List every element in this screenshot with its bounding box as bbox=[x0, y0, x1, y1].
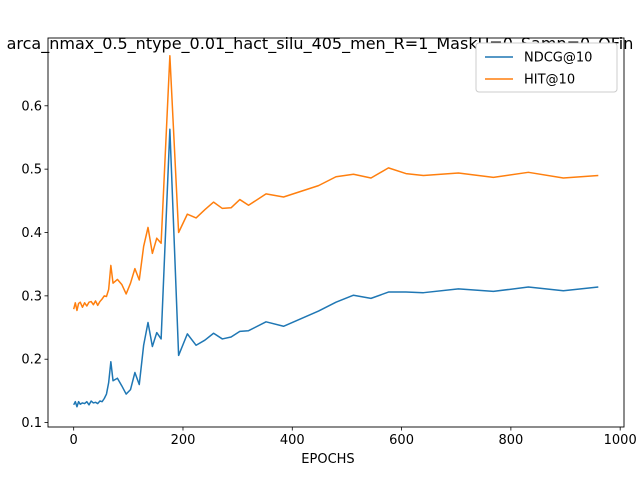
y-axis-ticks: 0.1 0.2 0.3 0.4 0.5 0.6 bbox=[21, 99, 48, 431]
legend-label: NDCG@10 bbox=[524, 51, 592, 66]
x-tick-label: 1000 bbox=[604, 433, 637, 448]
legend-label: HIT@10 bbox=[524, 73, 575, 88]
x-axis-ticks: 0 200 400 600 800 1000 bbox=[70, 427, 637, 448]
legend: NDCG@10 HIT@10 bbox=[475, 42, 618, 93]
series-line-hit-10 bbox=[72, 54, 599, 312]
series-layer bbox=[72, 54, 599, 408]
y-tick-label: 0.3 bbox=[21, 289, 42, 304]
y-tick-label: 0.6 bbox=[21, 99, 42, 114]
x-tick-label: 0 bbox=[70, 433, 78, 448]
x-axis-label: EPOCHS bbox=[301, 452, 354, 467]
y-tick-label: 0.2 bbox=[21, 353, 42, 368]
x-tick-label: 200 bbox=[171, 433, 196, 448]
y-tick-label: 0.1 bbox=[21, 416, 42, 431]
x-tick-label: 800 bbox=[498, 433, 523, 448]
y-tick-label: 0.4 bbox=[21, 226, 42, 241]
x-tick-label: 400 bbox=[280, 433, 305, 448]
y-tick-label: 0.5 bbox=[21, 163, 42, 178]
x-tick-label: 600 bbox=[389, 433, 414, 448]
series-line-ndcg-10 bbox=[73, 128, 599, 408]
